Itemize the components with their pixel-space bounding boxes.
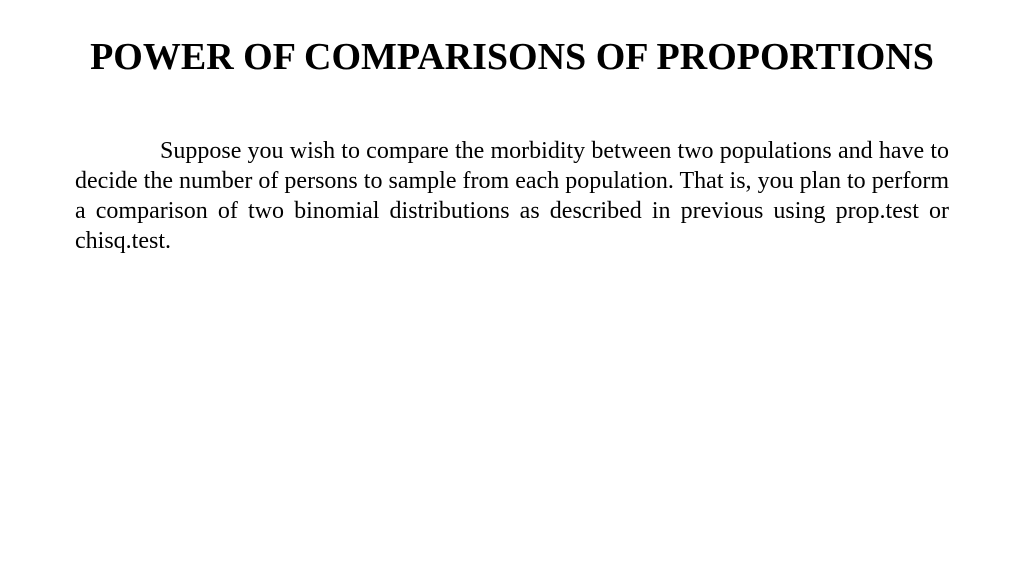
body-paragraph: Suppose you wish to compare the morbidit… — [70, 136, 954, 256]
page-title: POWER OF COMPARISONS OF PROPORTIONS — [70, 35, 954, 81]
